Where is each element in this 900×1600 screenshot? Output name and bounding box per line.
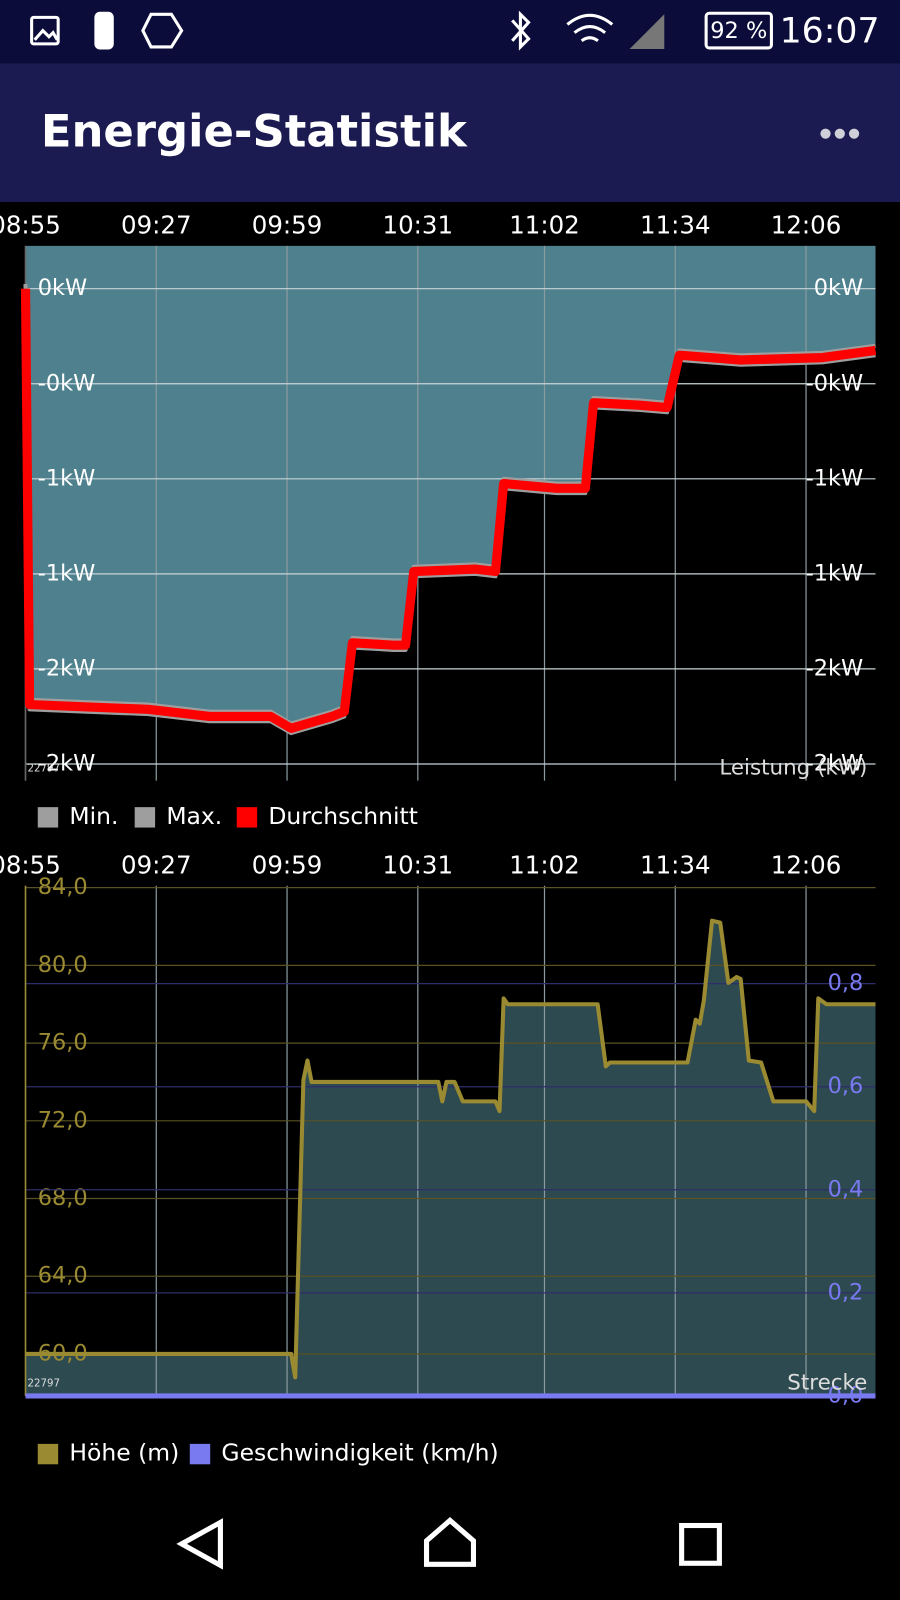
battery-icon	[704, 11, 773, 50]
legend-label: Geschwindigkeit (km/h)	[221, 1439, 498, 1467]
legend-label: Durchschnitt	[268, 802, 418, 830]
legend-swatch	[134, 807, 156, 828]
y-tick-label: 64,0	[38, 1263, 88, 1289]
y-tick-label: 0kW	[38, 275, 87, 301]
y2-tick-label: 0,2	[828, 1279, 864, 1305]
status-bar	[0, 0, 900, 64]
y-tick-label: 72,0	[38, 1107, 88, 1133]
overflow-menu[interactable]	[820, 128, 860, 139]
battery-level: 92 %	[710, 18, 767, 44]
gallery-icon	[30, 15, 60, 46]
y2-tick-label: 0,6	[828, 1073, 864, 1099]
app-title: Energie-Statistik	[41, 105, 468, 158]
bluetooth-icon	[511, 10, 531, 51]
x-tick-label: 12:06	[771, 850, 842, 879]
x-tick-label: 10:31	[383, 211, 454, 240]
series-line	[25, 918, 876, 1380]
y-tick-label-right: -2kW	[806, 655, 864, 681]
y-tick-label: 84,0	[38, 874, 88, 900]
nav-icon	[141, 12, 184, 49]
x-tick-label: 11:34	[640, 850, 711, 879]
y-tick-label-right: -0kW	[806, 370, 864, 396]
x-tick-label: 12:06	[771, 211, 842, 240]
y2-tick-label: 0,4	[828, 1176, 864, 1202]
app-bar	[0, 63, 900, 203]
y-tick-label: 76,0	[38, 1030, 88, 1056]
y-tick-label: -2kW	[38, 655, 96, 681]
recents-button[interactable]	[679, 1522, 722, 1566]
legend-swatch	[37, 807, 59, 828]
y-tick-label-right: -1kW	[806, 560, 864, 586]
y-tick-label-right: -2kW	[806, 750, 864, 776]
legend-swatch	[236, 807, 258, 828]
legend-swatch	[189, 1443, 211, 1465]
id-label: 22797	[28, 763, 60, 774]
legend-label: Min.	[69, 802, 118, 830]
x-tick-label: 11:02	[509, 850, 580, 879]
x-tick-label: 11:02	[509, 211, 580, 240]
y-tick-label: -2kW	[38, 750, 96, 776]
x-tick-label: 09:59	[252, 850, 323, 879]
menu-dot[interactable]	[834, 128, 845, 139]
back-button[interactable]	[176, 1518, 223, 1570]
x-tick-label: 09:27	[121, 850, 192, 879]
nav-bar	[176, 1517, 722, 1570]
menu-dot[interactable]	[820, 128, 831, 139]
y-tick-label: 80,0	[38, 952, 88, 978]
y-tick-label-right: -1kW	[806, 465, 864, 491]
menu-dot[interactable]	[848, 128, 860, 139]
wifi-icon	[566, 13, 614, 43]
clock: 16:07	[780, 12, 880, 52]
legend-swatch	[37, 1443, 59, 1465]
car-icon	[94, 11, 114, 50]
status-icons	[30, 10, 773, 51]
x-tick-label: 08:55	[0, 850, 61, 879]
x-tick-label: 08:55	[0, 211, 61, 240]
legend-label: Max.	[166, 802, 222, 830]
axis-label: Leistung (kW)	[719, 755, 867, 780]
x-tick-label: 09:59	[252, 211, 323, 240]
x-tick-label: 09:27	[121, 211, 192, 240]
x-tick-label: 11:34	[640, 211, 711, 240]
y-tick-label-right: 0kW	[814, 275, 863, 301]
y-tick-label: -1kW	[38, 465, 96, 491]
series-line	[20, 288, 877, 733]
id-label: 22797	[28, 1379, 60, 1390]
area	[25, 245, 876, 724]
home-button[interactable]	[423, 1517, 477, 1567]
area	[25, 920, 876, 1396]
x-tick-label: 10:31	[383, 850, 454, 879]
y-tick-label: -0kW	[38, 370, 96, 396]
y2-tick-label: 0,8	[828, 970, 864, 996]
axis-label: Strecke	[787, 1371, 867, 1396]
legend-label: Höhe (m)	[69, 1439, 179, 1467]
y-tick-label: -1kW	[38, 560, 96, 586]
y-tick-label: 68,0	[38, 1185, 88, 1211]
signal-icon	[629, 14, 665, 49]
gallery-mountain	[33, 28, 59, 41]
